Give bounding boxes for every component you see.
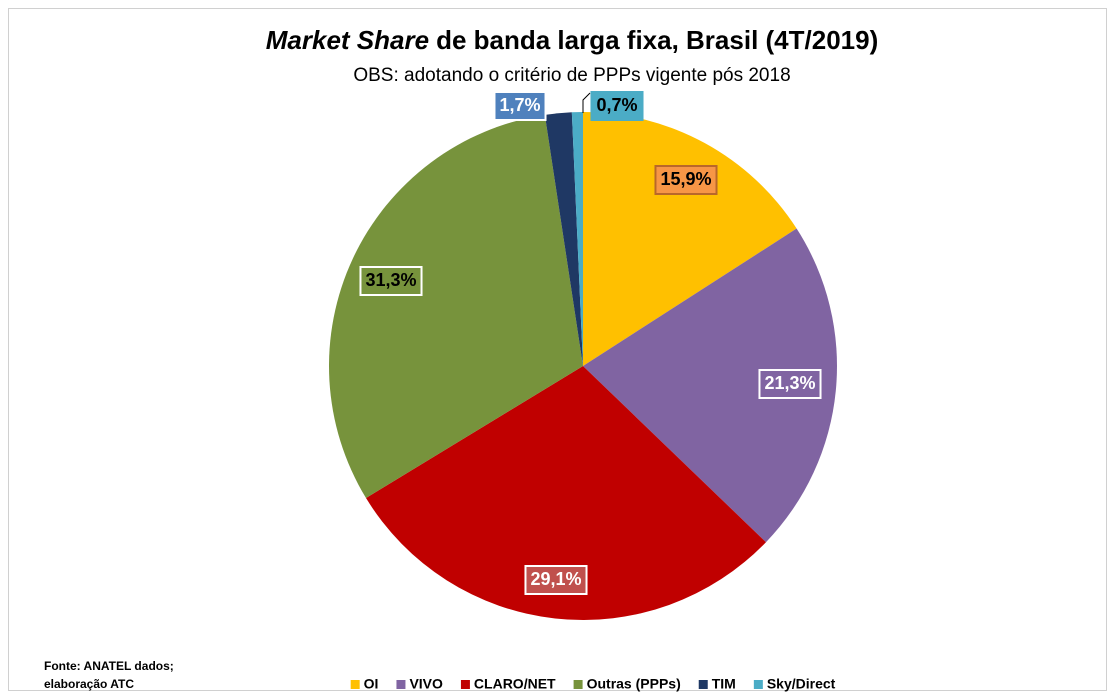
chart-title: Market Share de banda larga fixa, Brasil … (266, 25, 879, 55)
pie-slice (366, 366, 766, 620)
label-box (654, 165, 718, 195)
legend-label: Outras (PPPs) (587, 676, 681, 692)
legend-label: CLARO/NET (474, 676, 556, 692)
label-box (359, 266, 423, 296)
data-label: 0,7% (596, 95, 637, 115)
label-box (590, 91, 644, 121)
source-line: Fonte: ANATEL dados; (44, 659, 174, 673)
label-box (758, 369, 822, 399)
title-italic: Market Share (266, 25, 429, 55)
data-label: 21,3% (764, 373, 815, 393)
data-label: 29,1% (530, 569, 581, 589)
legend-label: TIM (712, 676, 736, 692)
pie-slice (544, 112, 583, 366)
pie-slice (329, 114, 583, 499)
chart-subtitle: OBS: adotando o critério de PPPs vigente… (353, 65, 790, 86)
source-line: elaboração ATC (44, 677, 134, 691)
leader-line (582, 92, 591, 113)
legend-swatch (698, 680, 708, 689)
legend-label: VIVO (409, 676, 443, 692)
data-label: 31,3% (365, 270, 416, 290)
data-label: 15,9% (660, 169, 711, 189)
legend-label: Sky/Direct (767, 676, 836, 692)
legend-swatch (350, 680, 360, 689)
legend-swatch (396, 680, 406, 689)
legend-swatch (460, 680, 470, 689)
legend-label: OI (364, 676, 379, 692)
label-box (493, 91, 547, 121)
pie-slice (571, 112, 583, 366)
label-box (524, 565, 588, 595)
legend-swatch (753, 680, 763, 689)
title-rest: de banda larga fixa, Brasil (4T/2019) (436, 25, 878, 55)
legend-swatch (573, 680, 583, 689)
pie-slice (583, 112, 797, 366)
pie-slice (583, 228, 837, 543)
data-label: 1,7% (499, 95, 540, 115)
